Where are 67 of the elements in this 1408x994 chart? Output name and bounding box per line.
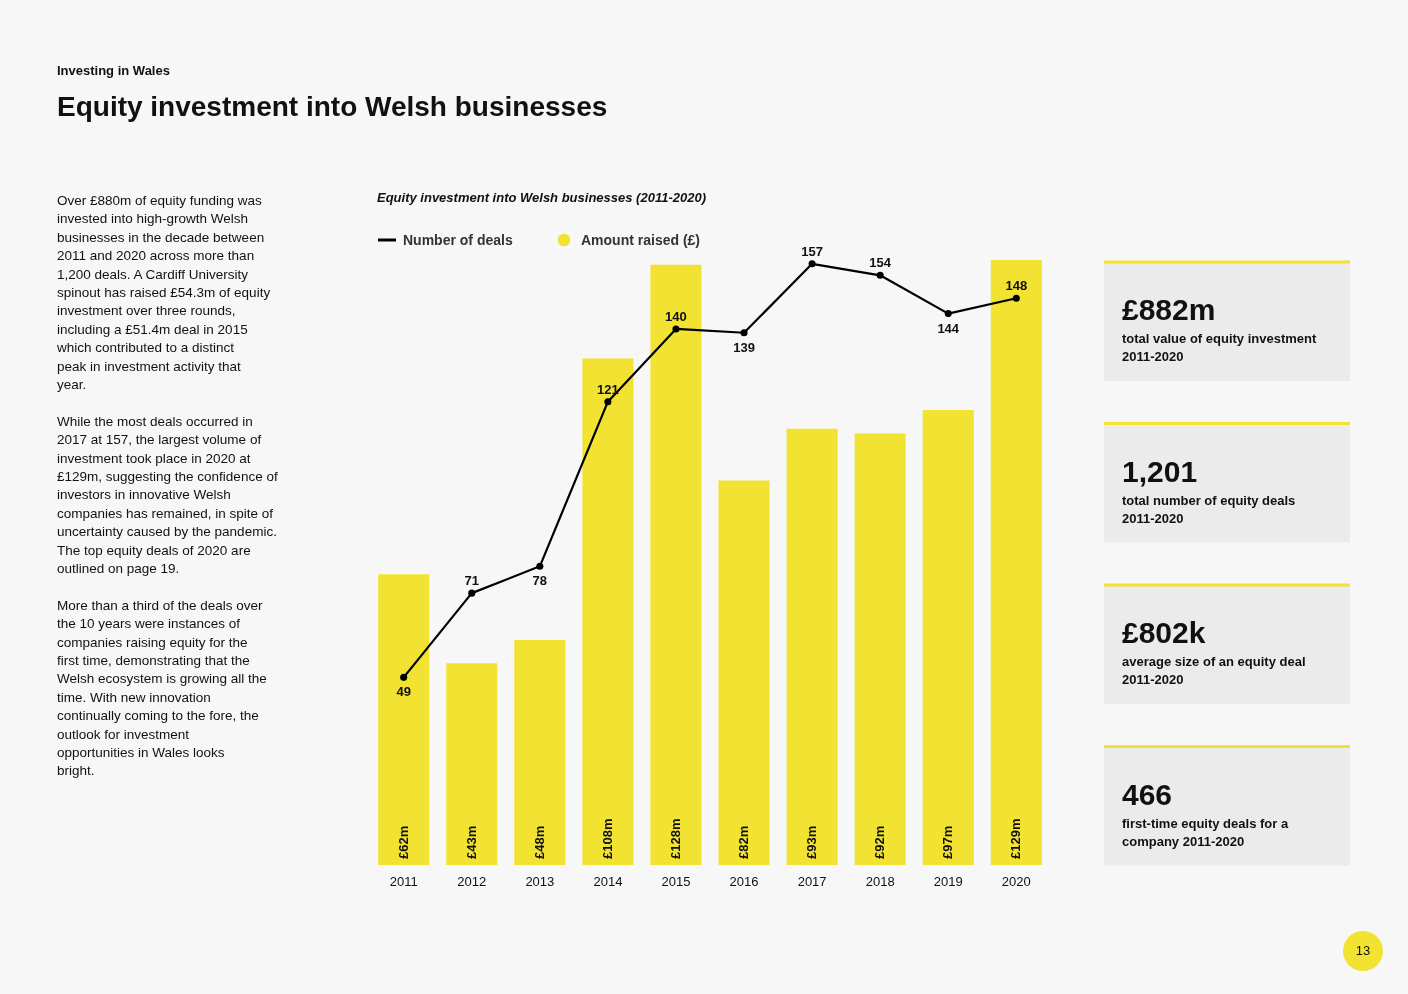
x-tick-label: 2017 [797,873,827,889]
point [808,260,816,268]
data-label: 71 [464,573,479,589]
point [944,310,952,318]
data-label: £128m [667,818,683,859]
legend-label: Amount raised (£) [581,232,701,248]
x-tick-label: 2013 [525,873,555,889]
x-tick-label: 2014 [593,873,623,889]
data-label: 144 [937,320,960,336]
text: £882m [1122,293,1216,326]
x-tick-label: 2011 [389,873,418,889]
data-label: £129m [1008,818,1024,859]
bar [718,480,770,865]
text: first-time equity deals for a company 2011-2020 [1122,815,1289,849]
data-label: £43m [463,825,479,859]
point [604,398,612,406]
data-label: £97m [940,825,956,859]
data-label: £48m [531,825,547,859]
text: 13 [1355,943,1371,958]
x-tick-label: 2018 [865,873,895,889]
x-tick-label: 2019 [933,873,963,889]
text: £802k [1122,616,1206,649]
data-label: 78 [532,573,548,589]
point [468,589,476,597]
text: total number of equity deals 2011-2020 [1122,492,1296,526]
bar [786,428,838,865]
x-tick-label: 2016 [729,873,759,889]
chart-title: Equity investment into Welsh businesses [57,91,608,122]
bar [922,410,974,865]
text: average size of an equity deal 2011-2020 [1122,654,1306,688]
data-label: 139 [733,339,755,355]
point [672,325,680,333]
data-label: 154 [869,255,892,271]
data-label: 121 [597,381,619,397]
data-label: £62m [395,825,411,859]
text: 466 [1122,777,1173,811]
text: Investing in Wales [57,63,170,78]
text: total value of equity investment 2011-2020 [1122,331,1317,365]
data-label: £82m [736,825,752,859]
x-tick-label: 2015 [661,873,691,889]
bar [378,574,430,865]
data-label: £92m [872,825,888,859]
data-label: 148 [1005,278,1028,294]
bar [650,264,702,865]
point [1012,294,1020,302]
data-label: 140 [665,308,687,324]
point [536,562,544,570]
data-label: 49 [396,684,411,700]
text: 1,201 [1122,454,1198,488]
x-tick-label: 2012 [457,873,487,889]
text: Over £880m of equity funding was invested into high-growth Welsh businesses in the decade between 2011 and 2020 across more than 1,200 deals. A Cardiff University spinout has raised £54.3m of equity investment over three rounds, including a £51.4m deal in 2015 which contributed to a distinct peak in investment activity that year. [57,193,271,392]
bar [990,260,1042,865]
data-label: 157 [801,243,823,259]
point [400,673,408,681]
data-label: £108m [599,818,615,859]
point [876,271,884,279]
point [740,329,748,337]
bar [446,663,498,865]
bar [582,358,634,865]
text: While the most deals occurred in 2017 at 157, the largest volume of investment took place in 2020 at £129m, suggesting the confidence of investors in innovative Welsh companies has remained, in spite of uncertainty caused by the pandemic. The top equity deals of 2020 are outlined on page 19. [57,413,278,576]
legend-label: Number of deals [403,232,513,248]
data-label: £93m [804,825,820,859]
bar [854,433,906,865]
text: More than a third of the deals over the 10 years were instances of companies raising equity for the first time, demonstrating that the Welsh ecosystem is growing all the time. With new innovation continually coming to the fore, the outlook for investment opportunities in Wales looks bright. [57,597,267,779]
x-tick-label: 2020 [1001,873,1031,889]
chart-subtitle: Equity investment into Welsh businesses (2011-2020) [377,190,706,205]
bar [514,639,566,865]
